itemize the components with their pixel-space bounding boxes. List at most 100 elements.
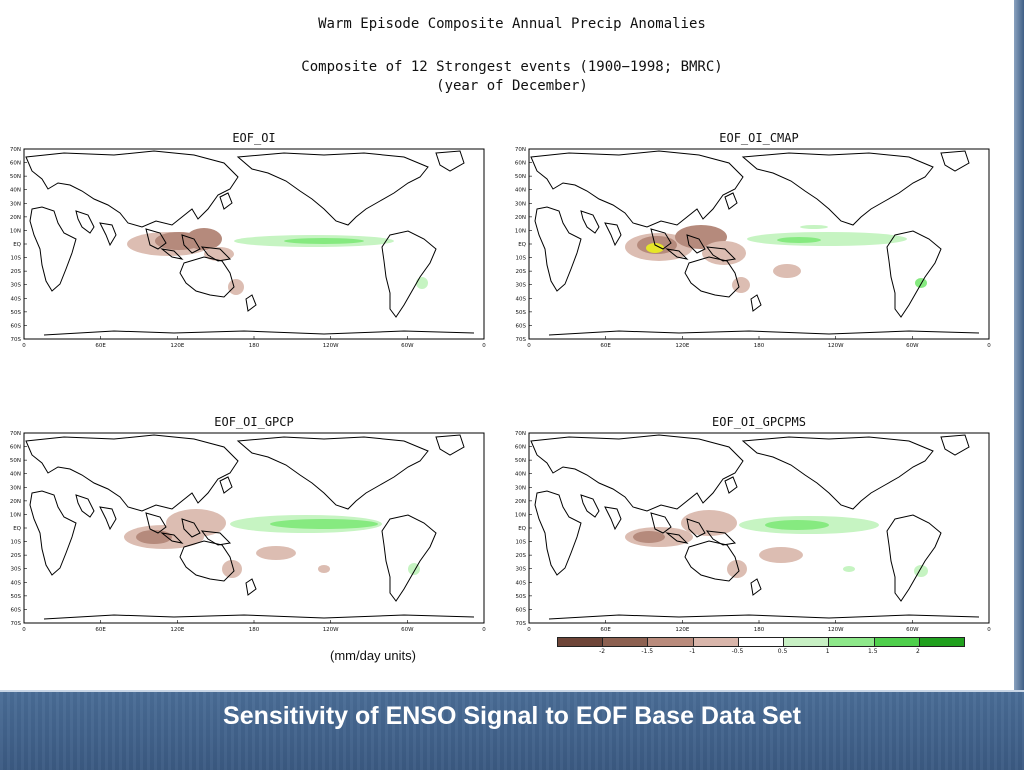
wet-anomaly-region xyxy=(747,232,907,246)
map-panel-3: EOF_OI_GPCP 70N 60N 50N 40N 30N 20N 10N EQ 10S 20S… xyxy=(10,415,486,633)
lat-label: 70N xyxy=(515,431,526,437)
lon-label: 120E xyxy=(170,343,184,349)
dry-anomaly-region xyxy=(681,510,737,536)
lon-label: 120W xyxy=(323,343,339,349)
lat-label: 10N xyxy=(10,512,21,518)
dry-anomaly-region xyxy=(727,560,747,578)
lon-label: 120W xyxy=(828,627,844,633)
coastline xyxy=(381,230,437,318)
lon-label: 0 xyxy=(22,343,26,349)
legend-tick-label: 0.5 xyxy=(777,648,788,655)
lat-label: 10S xyxy=(516,540,527,546)
legend-swatch xyxy=(603,638,649,646)
coastline xyxy=(145,512,232,546)
legend-swatch xyxy=(738,638,785,646)
lat-label: 60N xyxy=(10,445,21,451)
coastline xyxy=(530,434,744,512)
coastline xyxy=(43,614,475,620)
legend-tick-label: -0.5 xyxy=(731,648,744,655)
coastline xyxy=(179,256,235,298)
coastline xyxy=(724,192,738,210)
legend-tick-label: -1.5 xyxy=(641,648,654,655)
lat-label: 10N xyxy=(515,512,526,518)
dry-anomaly-region xyxy=(256,546,296,560)
coastline xyxy=(29,206,77,292)
lon-label: 0 xyxy=(987,343,991,349)
lat-label: 30N xyxy=(515,485,526,491)
lat-label: 50N xyxy=(515,458,526,464)
lat-label: 30N xyxy=(10,201,21,207)
lat-label: 40S xyxy=(516,296,527,302)
lat-label: 20N xyxy=(10,499,21,505)
lat-label: 30N xyxy=(515,201,526,207)
panel-title: EOF_OI_GPCP xyxy=(214,415,294,429)
panel-title: EOF_OI xyxy=(232,131,276,145)
lon-label: 60E xyxy=(600,343,611,349)
figure-subtitle: Composite of 12 Strongest events (1900−1… xyxy=(301,59,723,75)
lat-label: 40S xyxy=(516,580,527,586)
coastline xyxy=(750,294,762,312)
legend-swatch xyxy=(693,638,739,646)
lat-label: 60S xyxy=(516,607,527,613)
world-map: 70N 60N 50N 40N 30N 20N 10N EQ 10S 20S 30S 40S 50S 60… xyxy=(515,147,991,349)
lat-label: EQ xyxy=(518,526,526,532)
coastline xyxy=(886,514,942,602)
dry-anomaly-region xyxy=(646,243,664,253)
lat-label: 50S xyxy=(516,310,527,316)
lat-label: 10N xyxy=(515,228,526,234)
lat-label: EQ xyxy=(13,242,21,248)
coastline xyxy=(886,230,942,318)
coastline xyxy=(219,476,233,494)
lat-label: 70S xyxy=(516,621,527,627)
slide-title-band: Sensitivity of ENSO Signal to EOF Base D… xyxy=(0,690,1024,770)
legend-swatch xyxy=(558,638,604,646)
lon-label: 60W xyxy=(401,343,414,349)
coastline xyxy=(530,150,744,228)
coastline xyxy=(940,150,970,172)
legend-swatch xyxy=(784,638,830,646)
lon-label: 180 xyxy=(249,627,260,633)
coastline xyxy=(750,578,762,596)
coastline xyxy=(145,228,232,262)
slide-side-bar xyxy=(1014,0,1024,690)
lon-label: 120W xyxy=(828,343,844,349)
coastline xyxy=(245,294,257,312)
lat-label: 50N xyxy=(10,458,21,464)
coastline xyxy=(75,210,117,247)
coastline xyxy=(580,210,622,247)
lon-label: 60W xyxy=(906,343,919,349)
world-map: 70N 60N 50N 40N 30N 20N 10N EQ 10S 20S 30S 40S 50S 60… xyxy=(10,147,486,349)
coastline xyxy=(236,436,429,510)
coastline xyxy=(724,476,738,494)
coastline xyxy=(650,228,737,262)
map-panel-2: EOF_OI_CMAP 70N 60N 50N 40N 30N 20N 10N EQ 10S 20S… xyxy=(515,131,991,349)
wet-anomaly-region xyxy=(914,565,928,577)
coastline xyxy=(179,540,235,582)
lat-label: 20N xyxy=(10,215,21,221)
lon-label: 0 xyxy=(527,343,531,349)
coastline xyxy=(381,514,437,602)
coastline xyxy=(650,512,737,546)
lon-label: 60E xyxy=(95,343,106,349)
figure-subtitle-2: (year of December) xyxy=(436,78,588,94)
lat-label: 60N xyxy=(515,161,526,167)
coastline xyxy=(236,152,429,226)
dry-anomaly-region xyxy=(702,241,746,265)
lon-label: 180 xyxy=(754,627,765,633)
slide-title: Sensitivity of ENSO Signal to EOF Base D… xyxy=(223,702,801,730)
units-note: (mm/day units) xyxy=(330,648,416,663)
legend-swatch xyxy=(874,638,920,646)
lat-label: 30S xyxy=(516,283,527,289)
dry-anomaly-region xyxy=(166,509,226,537)
legend-tick-label: 1 xyxy=(825,648,830,655)
dry-anomaly-region xyxy=(228,279,244,295)
lat-label: 60N xyxy=(515,445,526,451)
coastline xyxy=(435,150,465,172)
lon-label: 60W xyxy=(906,627,919,633)
lat-label: 30S xyxy=(516,567,527,573)
coastline xyxy=(43,330,475,336)
coastline xyxy=(435,434,465,456)
legend-swatch xyxy=(648,638,694,646)
coastline xyxy=(75,494,117,531)
lon-label: 0 xyxy=(482,343,486,349)
